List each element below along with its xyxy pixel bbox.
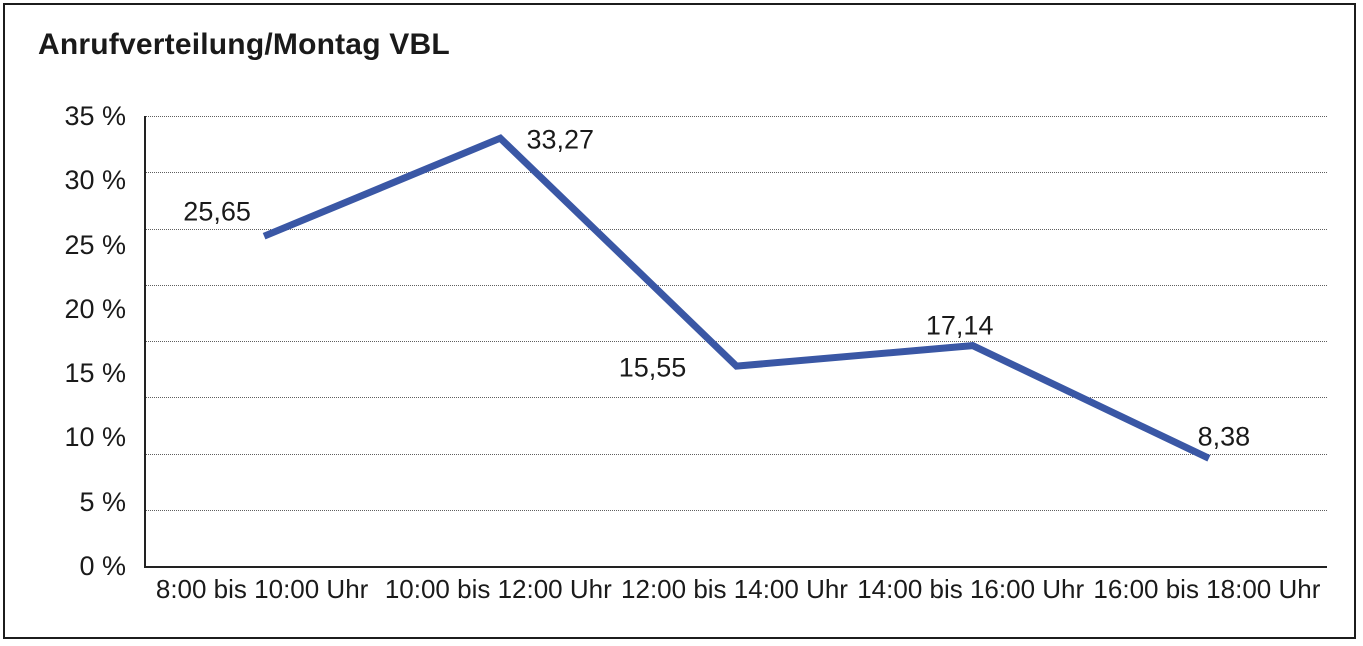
y-tick-label: 30 %	[64, 165, 126, 196]
series-line	[262, 134, 1211, 462]
y-tick-label: 10 %	[64, 422, 126, 453]
data-point-label: 33,27	[526, 124, 595, 155]
x-category-label: 8:00 bis 10:00 Uhr	[155, 574, 369, 604]
gridline	[146, 453, 1327, 455]
y-tick-label: 5 %	[79, 486, 126, 517]
gridline	[146, 116, 1327, 117]
x-category-label: 10:00 bis 12:00 Uhr	[384, 574, 612, 604]
data-point-label: 17,14	[925, 310, 994, 341]
y-tick-label: 0 %	[79, 551, 126, 581]
gridline	[146, 172, 1327, 174]
y-tick-label: 15 %	[64, 358, 126, 389]
x-category-label: 14:00 bis 16:00 Uhr	[857, 574, 1085, 604]
data-point-label: 25,65	[183, 196, 251, 227]
y-tick-label: 35 %	[64, 101, 126, 131]
y-tick-label: 20 %	[64, 293, 126, 324]
x-category-label: 12:00 bis 14:00 Uhr	[621, 574, 848, 604]
data-point-label: 15,55	[618, 352, 687, 383]
plot-area: 25,65 33,27 15,55 17,14 8,38	[144, 116, 1327, 568]
x-category-label: 16:00 bis 18:00 Uhr	[1093, 574, 1321, 604]
chart-title: Anrufverteilung/Montag VBL	[38, 28, 450, 61]
y-tick-label: 25 %	[64, 229, 126, 260]
gridline	[146, 509, 1327, 511]
data-point-label: 8,38	[1197, 421, 1251, 452]
gridline	[146, 284, 1327, 286]
gridline	[146, 228, 1327, 230]
gridline	[146, 341, 1327, 342]
gridline	[146, 397, 1327, 399]
